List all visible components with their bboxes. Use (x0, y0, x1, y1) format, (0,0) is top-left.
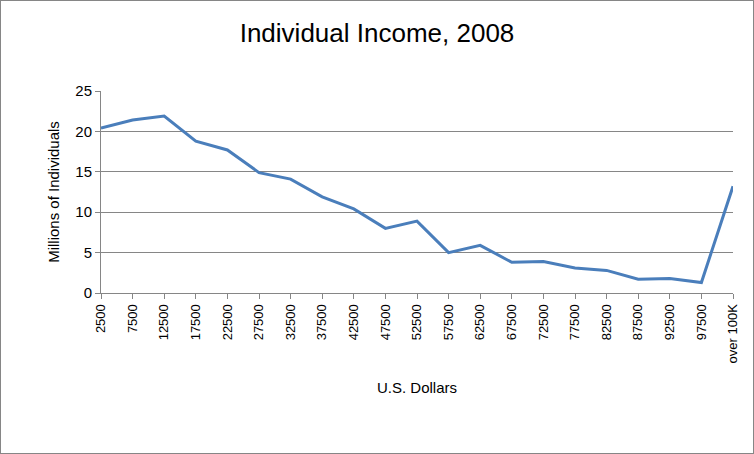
svg-text:97500: 97500 (694, 304, 709, 340)
svg-text:25: 25 (75, 82, 92, 99)
svg-text:U.S. Dollars: U.S. Dollars (377, 379, 457, 396)
svg-text:20: 20 (75, 123, 92, 140)
svg-text:57500: 57500 (441, 304, 456, 340)
svg-text:92500: 92500 (662, 304, 677, 340)
svg-text:47500: 47500 (378, 304, 393, 340)
svg-text:67500: 67500 (504, 304, 519, 340)
svg-text:87500: 87500 (630, 304, 645, 340)
svg-text:72500: 72500 (536, 304, 551, 340)
svg-text:over 100K: over 100K (725, 304, 740, 364)
svg-text:82500: 82500 (599, 304, 614, 340)
svg-text:27500: 27500 (251, 304, 266, 340)
svg-text:32500: 32500 (283, 304, 298, 340)
svg-text:52500: 52500 (409, 304, 424, 340)
svg-text:15: 15 (75, 163, 92, 180)
svg-text:Millions of Individuals: Millions of Individuals (45, 121, 62, 263)
svg-text:42500: 42500 (346, 304, 361, 340)
svg-text:2500: 2500 (93, 304, 108, 333)
svg-text:22500: 22500 (220, 304, 235, 340)
svg-text:12500: 12500 (156, 304, 171, 340)
svg-text:5: 5 (84, 244, 92, 261)
svg-text:0: 0 (84, 284, 92, 301)
svg-text:62500: 62500 (472, 304, 487, 340)
svg-text:77500: 77500 (567, 304, 582, 340)
svg-text:37500: 37500 (314, 304, 329, 340)
svg-text:17500: 17500 (188, 304, 203, 340)
svg-text:10: 10 (75, 203, 92, 220)
svg-text:7500: 7500 (125, 304, 140, 333)
svg-text:Individual Income, 2008: Individual Income, 2008 (240, 18, 515, 48)
